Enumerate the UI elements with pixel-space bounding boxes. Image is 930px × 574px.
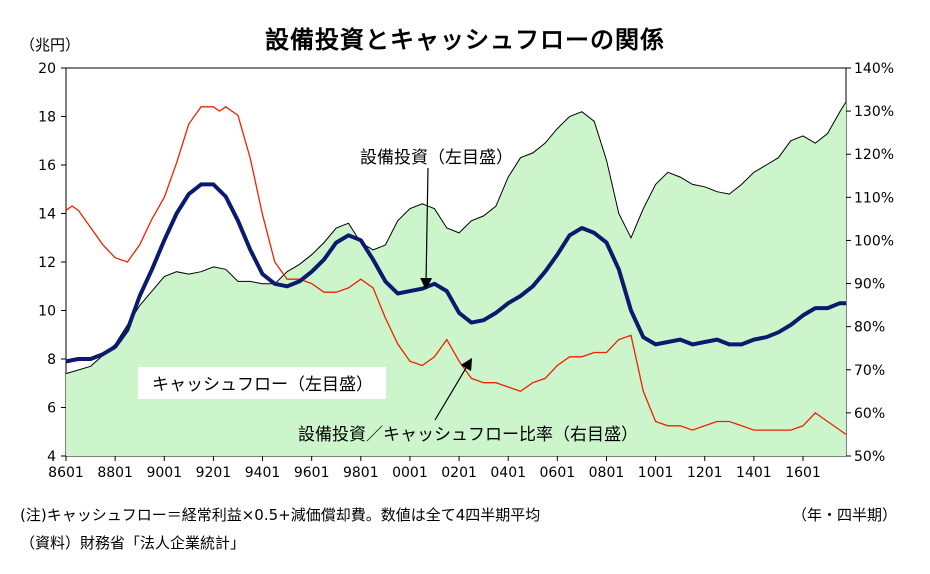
- series-ratio-line: [65, 106, 847, 435]
- chart-title: 設備投資とキャッシュフローの関係: [265, 26, 665, 54]
- source-note: （資料）財務省「法人企業統計」: [20, 534, 246, 552]
- annotation-capex-arrow: [420, 167, 433, 290]
- series-cashflow-outline: [65, 101, 847, 375]
- y2-tick-label: 50%: [854, 449, 885, 465]
- y2-tick-label: 90%: [854, 277, 885, 293]
- y-tick-label: 16: [38, 158, 56, 174]
- x-tick-label: 0601: [540, 465, 576, 481]
- x-tick-label: 9401: [245, 465, 281, 481]
- x-tick-label: 0001: [392, 465, 428, 481]
- x-tick-label: 1601: [785, 465, 821, 481]
- y-tick-label: 12: [38, 255, 56, 271]
- x-tick-label: 0401: [490, 465, 526, 481]
- y2-tick-label: 100%: [854, 233, 894, 249]
- y-tick-label: 10: [38, 304, 56, 320]
- y2-tick-label: 110%: [854, 190, 894, 206]
- x-tick-label: 8601: [48, 465, 84, 481]
- y-tick-label: 6: [47, 401, 56, 417]
- y2-tick-label: 80%: [854, 320, 885, 336]
- y2-tick-label: 60%: [854, 406, 885, 422]
- x-tick-label: 9801: [343, 465, 379, 481]
- series-capex-line: [65, 182, 846, 364]
- x-tick-label: 8801: [97, 465, 133, 481]
- y-tick-label: 20: [38, 61, 56, 77]
- x-tick-label: 9001: [146, 465, 182, 481]
- annotation-ratio: 設備投資／キャッシュフロー比率（右目盛）: [298, 425, 638, 445]
- x-axis-unit: （年・四半期）: [792, 506, 898, 524]
- annotation-cashflow-box: [138, 367, 386, 399]
- x-tick-label: 9601: [294, 465, 330, 481]
- y2-tick-label: 130%: [854, 104, 894, 120]
- annotation-capex: 設備投資（左目盛）: [360, 148, 513, 168]
- y2-tick-label: 140%: [854, 61, 894, 77]
- y-tick-label: 8: [47, 352, 56, 368]
- annotation-ratio-arrow: [434, 357, 473, 421]
- axes: 4 6 8 10 12 14 16 18 20 50% 60% 70% 80% 90% 100% 110% 12…: [38, 61, 894, 481]
- footnote: (注)キャッシュフロー＝経常利益×0.5+減価償却費。数値は全て4四半期平均: [20, 506, 541, 524]
- annotation-cashflow: キャッシュフロー（左目盛）: [152, 375, 373, 395]
- left-axis-unit: （兆円）: [20, 36, 81, 54]
- y2-tick-label: 120%: [854, 147, 894, 163]
- x-tick-label: 1401: [736, 465, 772, 481]
- x-tick-label: 1201: [687, 465, 723, 481]
- y-tick-label: 4: [47, 449, 56, 465]
- x-tick-label: 0801: [589, 465, 625, 481]
- y2-tick-label: 70%: [854, 363, 885, 379]
- y-tick-label: 18: [38, 110, 56, 126]
- x-tick-label: 9201: [196, 465, 232, 481]
- x-tick-label: 1001: [638, 465, 674, 481]
- x-tick-label: 0201: [441, 465, 477, 481]
- y-tick-label: 14: [38, 207, 56, 223]
